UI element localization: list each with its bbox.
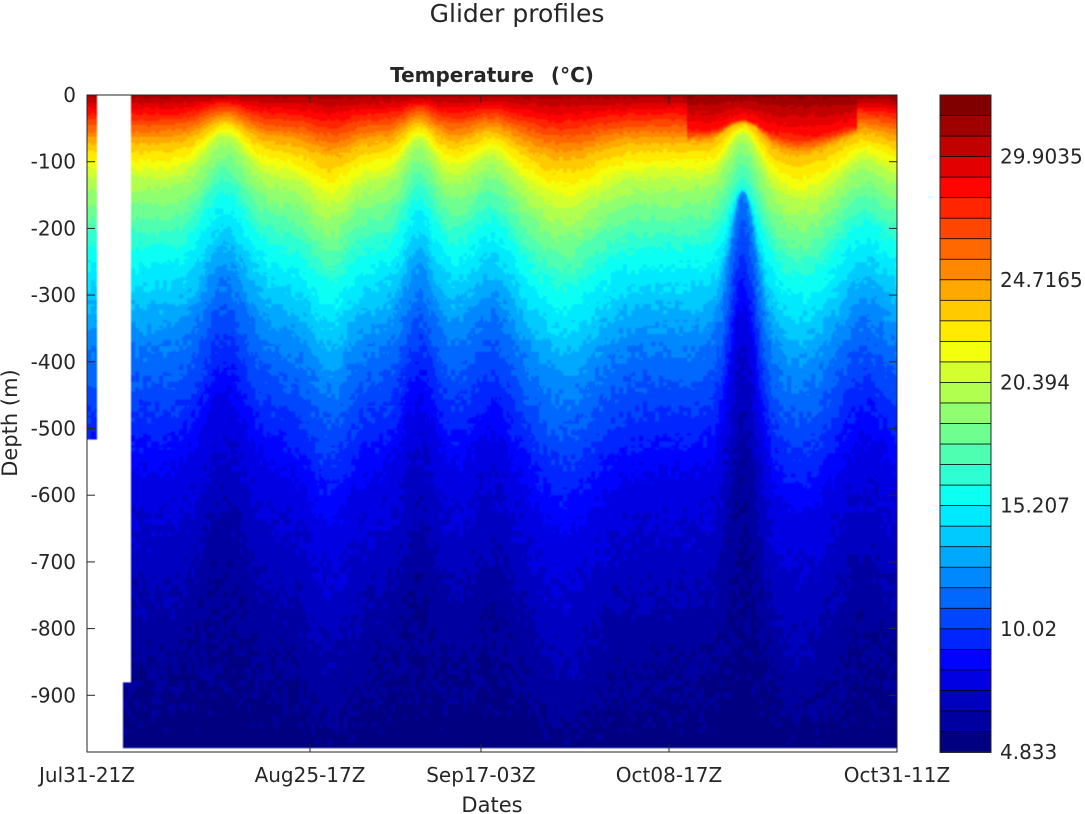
colorbar-swatch: [939, 217, 992, 240]
x-axis-label: Dates: [461, 793, 522, 814]
colorbar-swatch: [939, 464, 992, 486]
y-tick-label: -600: [31, 483, 76, 507]
colorbar-swatch: [939, 669, 992, 692]
colorbar-swatch: [939, 484, 992, 507]
colorbar-ticks: 29.9035 24.7165 20.394 15.207 10.02 4.833: [985, 145, 1083, 764]
colorbar-tick-label: 10.02: [1000, 617, 1057, 641]
x-tick-label: Oct31-11Z: [844, 763, 950, 787]
colorbar-swatch: [939, 525, 992, 548]
colorbar-swatch: [939, 710, 992, 733]
colorbar-swatch: [939, 176, 992, 199]
chart-title-unit: (°C): [551, 63, 594, 87]
x-tick-label: Aug25-17Z: [255, 763, 366, 787]
colorbar-swatch: [939, 628, 992, 651]
colorbar-swatch: [939, 258, 992, 281]
colorbar-swatch: [939, 648, 992, 671]
figure-suptitle: Glider profiles: [430, 0, 605, 28]
colorbar-swatch: [939, 156, 992, 179]
colorbar-swatch: [939, 443, 992, 466]
colorbar-frame: [939, 94, 992, 753]
colorbar-swatch: [939, 197, 992, 220]
colorbar-swatch: [939, 402, 992, 425]
plot-frame: [86, 94, 898, 753]
y-axis-label: Depth (m): [0, 369, 22, 476]
colorbar-tick-label: 29.9035: [1000, 145, 1083, 169]
y-tick-label: -500: [31, 417, 76, 441]
colorbar-swatch: [939, 423, 992, 445]
x-axis: Jul31-21Z Aug25-17Z Sep17-03Z Oct08-17Z Oct3…: [37, 95, 950, 787]
colorbar-swatch: [939, 94, 992, 117]
colorbar-swatch: [939, 340, 992, 363]
colorbar-swatch: [939, 587, 992, 610]
colorbar-tick-label: 24.7165: [1000, 268, 1083, 292]
colorbar-swatch: [939, 135, 992, 158]
colorbar-swatch: [939, 690, 992, 712]
chart-title-text: Temperature: [390, 63, 534, 87]
chart-title: Temperature (°C): [390, 63, 594, 87]
x-tick-label: Sep17-03Z: [426, 763, 536, 787]
x-tick-label: Jul31-21Z: [37, 763, 135, 787]
y-tick-label: -800: [31, 617, 76, 641]
heatmap-plot-area: [86, 94, 898, 753]
y-axis: 0 -100 -200 -300 -400 -500 -600 -700 -800 -900: [31, 83, 897, 707]
colorbar-swatch: [939, 731, 992, 753]
colorbar-swatch: [939, 320, 992, 343]
colorbar-swatch: [939, 566, 992, 589]
colorbar-swatch: [939, 238, 992, 261]
colorbar-swatch: [939, 115, 992, 137]
y-tick-label: 0: [63, 83, 76, 107]
colorbar-tick-label: 4.833: [1000, 740, 1057, 764]
colorbar: [939, 94, 992, 753]
colorbar-swatch: [939, 299, 992, 322]
colorbar-swatch: [939, 505, 992, 528]
colorbar-swatch: [939, 382, 992, 404]
temperature-heatmap: [87, 95, 897, 752]
y-tick-label: -200: [31, 216, 76, 240]
colorbar-tick-label: 15.207: [1000, 494, 1070, 518]
y-tick-label: -400: [31, 350, 76, 374]
y-tick-label: -900: [31, 683, 76, 707]
colorbar-tick-label: 20.394: [1000, 370, 1070, 394]
y-tick-label: -300: [31, 283, 76, 307]
colorbar-swatch: [939, 546, 992, 569]
colorbar-swatch: [939, 279, 992, 302]
y-tick-label: -100: [31, 150, 76, 174]
x-tick-label: Oct08-17Z: [616, 763, 722, 787]
colorbar-swatch: [939, 607, 992, 630]
colorbar-swatch: [939, 361, 992, 384]
y-tick-label: -700: [31, 550, 76, 574]
